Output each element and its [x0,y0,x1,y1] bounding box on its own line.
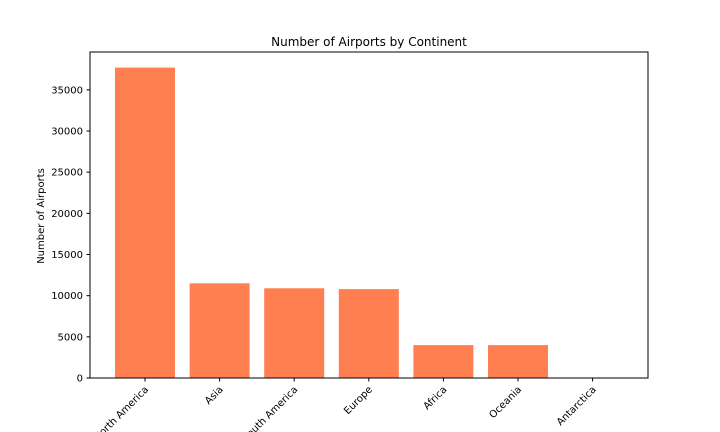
x-tick-label: Africa [422,384,450,412]
y-tick-label: 35000 [51,85,83,96]
x-tick-label: Asia [203,384,226,407]
bar-asia [189,283,250,378]
plot-frame [89,51,649,379]
bar-south-america [264,288,325,378]
y-tick-label: 0 [77,374,83,385]
bars-group [115,67,623,378]
x-tick-label: Antarctica [555,384,599,428]
bar-europe [338,289,399,378]
x-axis-ticks: North America Asia South America Europe Afri… [92,378,599,432]
y-tick-label: 30000 [51,127,83,138]
x-tick-label: Oceania [487,384,524,421]
y-tick-label: 15000 [51,250,83,261]
x-tick-label: North America [92,384,151,432]
y-tick-label: 5000 [58,332,83,343]
x-tick-label: South America [241,384,301,432]
y-tick-label: 20000 [51,209,83,220]
y-tick-label: 25000 [51,168,83,179]
chart-title: Number of Airports by Continent [271,35,467,49]
y-axis-ticks: 0 5000 10000 15000 20000 25000 30000 35000 [51,85,90,385]
x-tick-label: Europe [342,384,375,417]
y-tick-label: 10000 [51,291,83,302]
bar-oceania [488,345,548,378]
y-axis-title: Number of Airports [36,168,47,264]
bar-africa [413,345,474,378]
bar-north-america [115,67,175,378]
